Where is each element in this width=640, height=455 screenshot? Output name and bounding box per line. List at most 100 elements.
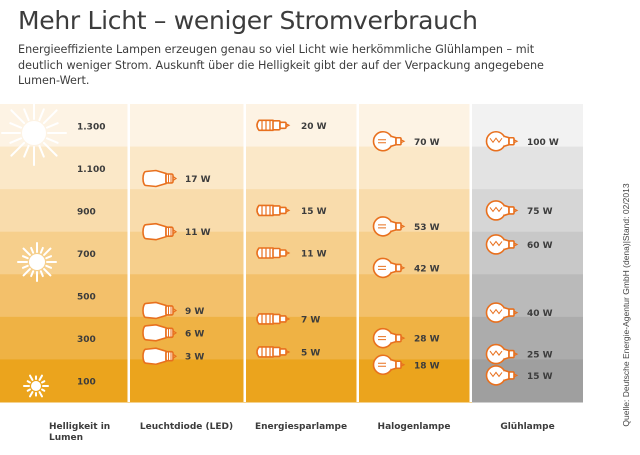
sun-ray <box>10 141 26 157</box>
incandescent-bulb-icon <box>485 365 519 386</box>
watt-label: 15 W <box>301 207 327 217</box>
led-bulb-icon <box>142 347 178 366</box>
watt-label: 20 W <box>301 122 327 132</box>
halogen-bulb-icon <box>372 216 406 237</box>
watt-label: 53 W <box>414 223 440 233</box>
sun-ray <box>39 270 44 278</box>
watt-label: 75 W <box>527 207 553 217</box>
lumen-label: 1.300 <box>77 122 105 132</box>
halogen-bulb-icon <box>372 327 406 349</box>
incandescent-bulb-icon <box>485 234 519 255</box>
chart-subtitle: Energieeffiziente Lampen erzeugen genau … <box>18 43 544 87</box>
sun-small-icon <box>23 374 49 398</box>
incandescent-bulb-icon <box>485 200 519 221</box>
watt-label: 25 W <box>527 351 553 361</box>
sun-ray <box>38 144 45 158</box>
watt-label: 6 W <box>185 329 204 339</box>
sun-medium-icon <box>17 242 57 282</box>
watt-label: 18 W <box>414 361 440 371</box>
sun-ray <box>41 388 46 392</box>
lumen-label: 1.100 <box>77 165 105 175</box>
watt-label: 28 W <box>414 335 440 345</box>
halogen-bulb-icon <box>372 130 406 152</box>
watt-label: 11 W <box>301 250 327 260</box>
incandescent-bulb-icon <box>485 302 519 323</box>
sun-ray <box>41 380 46 384</box>
sun-ray <box>9 137 23 144</box>
source-note: Quelle: Deutsche Energie-Agentur GmbH (d… <box>621 183 631 427</box>
sun-ray <box>21 264 29 269</box>
watt-label: 70 W <box>414 138 440 148</box>
halogen-bulb-icon <box>372 354 406 376</box>
sun-ray <box>10 109 26 125</box>
column-separator <box>243 104 246 402</box>
chart-title: Mehr Licht – weniger Stromverbrauch <box>18 6 478 35</box>
lumen-label: 900 <box>77 207 96 217</box>
watt-label: 7 W <box>301 315 320 325</box>
row-band-gray <box>472 146 583 190</box>
sun-ray <box>30 246 35 254</box>
halogen-bulb-icon <box>372 257 406 279</box>
energy-saving-bulb-icon <box>256 346 291 358</box>
sun-ray <box>26 380 31 384</box>
sun-ray <box>45 255 53 260</box>
energy-saving-bulb-icon <box>256 313 291 325</box>
watt-label: 3 W <box>185 353 204 363</box>
lumen-label: 500 <box>77 293 96 303</box>
sun-ray <box>38 391 43 398</box>
sun-ray <box>30 270 35 278</box>
sun-ray <box>38 108 45 122</box>
sun-ray <box>42 141 58 157</box>
incandescent-bulb-icon <box>485 343 519 365</box>
sun-large-icon <box>1 100 67 166</box>
watt-label: 15 W <box>527 372 553 382</box>
sun-core <box>22 121 46 145</box>
energy-saving-bulb-icon <box>256 204 291 217</box>
led-bulb-icon <box>142 324 178 342</box>
column-header: Leuchtdiode (LED) <box>140 422 233 432</box>
sun-ray <box>45 264 53 269</box>
lumen-label: 100 <box>77 378 96 388</box>
energy-saving-bulb-icon <box>256 247 291 259</box>
led-bulb-icon <box>142 222 178 241</box>
sun-ray <box>38 374 43 381</box>
row-band <box>0 146 472 190</box>
watt-label: 60 W <box>527 241 553 251</box>
led-bulb-icon <box>142 169 178 188</box>
sun-ray <box>29 374 34 381</box>
column-header: Energiesparlampe <box>255 422 347 432</box>
sun-ray <box>9 122 23 129</box>
incandescent-bulb-icon <box>485 130 519 152</box>
sun-ray <box>23 108 30 122</box>
sun-ray <box>26 388 31 392</box>
column-header: Halogenlampe <box>378 422 451 432</box>
row-band <box>0 274 472 318</box>
column-header: Glühlampe <box>500 422 554 432</box>
sun-ray <box>42 109 58 125</box>
column-separator <box>127 104 130 402</box>
lumen-label: 300 <box>77 335 96 345</box>
sun-ray <box>21 255 29 260</box>
row-axis-label: Helligkeit in Lumen <box>49 422 110 443</box>
column-separator <box>469 104 472 402</box>
lumen-label: 700 <box>77 250 96 260</box>
watt-label: 11 W <box>185 228 211 238</box>
watt-label: 42 W <box>414 264 440 274</box>
watt-label: 17 W <box>185 175 211 185</box>
column-separator <box>356 104 359 402</box>
led-bulb-icon <box>142 301 178 320</box>
sun-ray <box>29 391 34 398</box>
sun-ray <box>23 144 30 158</box>
watt-label: 9 W <box>185 307 204 317</box>
sun-ray <box>45 122 59 129</box>
watt-label: 40 W <box>527 309 553 319</box>
sun-ray <box>22 268 31 277</box>
sun-ray <box>43 247 52 256</box>
sun-ray <box>22 247 31 256</box>
sun-ray <box>39 246 44 254</box>
watt-label: 5 W <box>301 348 320 358</box>
sun-core <box>31 381 41 391</box>
sun-ray <box>43 268 52 277</box>
energy-saving-bulb-icon <box>256 119 291 132</box>
